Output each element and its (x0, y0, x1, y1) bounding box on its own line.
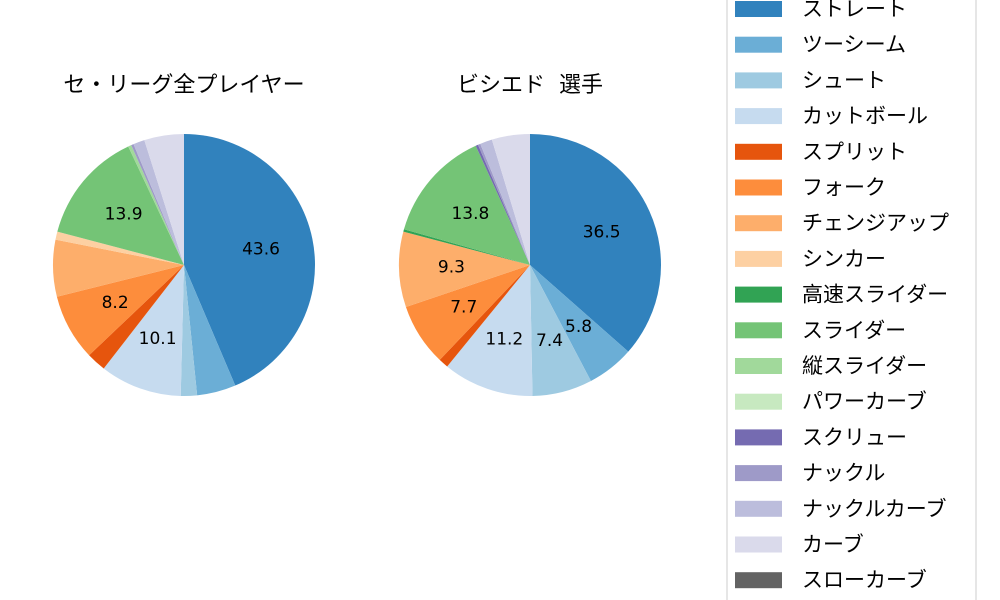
pie-label-player-6: 9.3 (438, 258, 465, 278)
legend-label-3: カットボール (802, 104, 928, 128)
pie-label-player-2: 7.4 (536, 331, 563, 351)
pie-label-player-5: 7.7 (450, 297, 477, 317)
legend-swatch-2 (735, 72, 782, 89)
pie-slice-league-14 (133, 140, 184, 265)
pie-slice-league-6 (53, 239, 185, 297)
legend-swatch-6 (735, 215, 782, 232)
legend-label-2: シュート (802, 68, 886, 92)
pie-slice-player-3 (447, 265, 533, 396)
pie-slice-player-9 (403, 145, 530, 265)
legend-label-6: チェンジアップ (802, 211, 949, 235)
legend-swatch-15 (735, 536, 782, 553)
pie-slice-player-5 (405, 265, 530, 360)
legend-swatch-9 (735, 322, 782, 339)
pie-slice-player-8 (403, 229, 530, 265)
pie-slice-league-2 (180, 265, 198, 396)
legend-swatch-1 (735, 36, 782, 53)
legend-entries: ストレートツーシームシュートカットボールスプリットフォークチェンジアップシンカー… (735, 0, 949, 592)
pie-slice-player-4 (439, 265, 530, 367)
pie-slice-player-2 (530, 265, 591, 396)
legend-swatch-8 (735, 286, 782, 303)
legend-label-14: ナックルカーブ (802, 497, 946, 521)
pie-labels-league: 43.6 10.1 8.2 13.9 (102, 205, 280, 349)
legend-swatch-11 (735, 393, 782, 410)
pie-labels-player: 36.5 5.87.4 11.2 7.7 9.3 13.8 (438, 204, 621, 351)
pie-slice-league-9 (57, 146, 185, 265)
legend-label-16: スローカーブ (802, 568, 927, 592)
legend-swatch-4 (735, 143, 782, 160)
legend-label-1: ツーシーム (802, 33, 906, 57)
pie-chart-player: ビシエド 選手 36.5 5.87.4 11.2 7.7 9.3 13.8 (398, 73, 661, 396)
pie-label-player-0: 36.5 (583, 223, 621, 243)
pie-slice-player-12 (475, 144, 530, 265)
legend-swatch-12 (735, 429, 782, 446)
pie-slice-league-7 (55, 231, 184, 265)
pie-label-player-9: 13.8 (451, 204, 489, 224)
legend-label-15: カーブ (802, 533, 864, 557)
legend-label-4: スプリット (802, 140, 907, 164)
pie-slices-player (398, 134, 661, 396)
pie-slice-league-10 (128, 145, 184, 265)
pie-slice-league-5 (56, 265, 184, 356)
pie-label-player-3: 11.2 (485, 329, 523, 349)
legend-label-9: スライダー (802, 318, 906, 342)
legend-swatch-13 (735, 465, 782, 482)
legend-label-5: フォーク (802, 176, 886, 200)
legend-label-11: パワーカーブ (802, 390, 927, 414)
pie-slice-league-13 (131, 144, 184, 265)
legend-swatch-0 (735, 1, 782, 17)
pie-title-league: セ・リーグ全プレイヤー (63, 73, 304, 98)
pie-title-player: ビシエド 選手 (457, 73, 603, 98)
legend-label-7: シンカー (802, 247, 886, 271)
pie-slice-player-13 (477, 143, 530, 265)
pie-slice-league-4 (89, 265, 184, 369)
pie-slice-player-0 (530, 134, 661, 352)
pie-slice-league-3 (103, 265, 184, 396)
legend-label-12: スクリュー (802, 425, 907, 449)
pie-slice-league-15 (144, 134, 184, 265)
pie-slice-player-6 (398, 231, 530, 308)
pie-label-league-5: 8.2 (102, 293, 129, 313)
legend-label-0: ストレート (802, 0, 907, 21)
pie-slice-player-1 (530, 265, 629, 381)
pie-label-league-3: 10.1 (139, 329, 177, 349)
pie-slice-league-1 (184, 265, 236, 396)
legend-label-8: 高速スライダー (802, 283, 948, 307)
pie-slices-league (53, 134, 315, 396)
pie-slice-league-0 (184, 134, 315, 386)
legend-swatch-3 (735, 108, 782, 125)
pie-slice-player-14 (480, 139, 530, 265)
legend-label-10: 縦スライダー (802, 354, 927, 378)
legend-label-13: ナックル (802, 461, 885, 485)
legend-swatch-5 (735, 179, 782, 196)
pie-label-league-0: 43.6 (242, 239, 280, 259)
legend-swatch-10 (735, 358, 782, 374)
pie-chart-league: セ・リーグ全プレイヤー 43.6 10.1 8.2 13.9 (53, 73, 315, 396)
legend: ストレートツーシームシュートカットボールスプリットフォークチェンジアップシンカー… (726, 0, 977, 600)
pie-slice-player-15 (491, 134, 530, 265)
legend-frame (726, 0, 977, 600)
pie-label-player-1: 5.8 (565, 317, 592, 337)
pie-label-league-9: 13.9 (105, 205, 143, 225)
legend-swatch-16 (735, 572, 782, 589)
legend-swatch-7 (735, 250, 782, 267)
legend-swatch-14 (735, 500, 782, 517)
